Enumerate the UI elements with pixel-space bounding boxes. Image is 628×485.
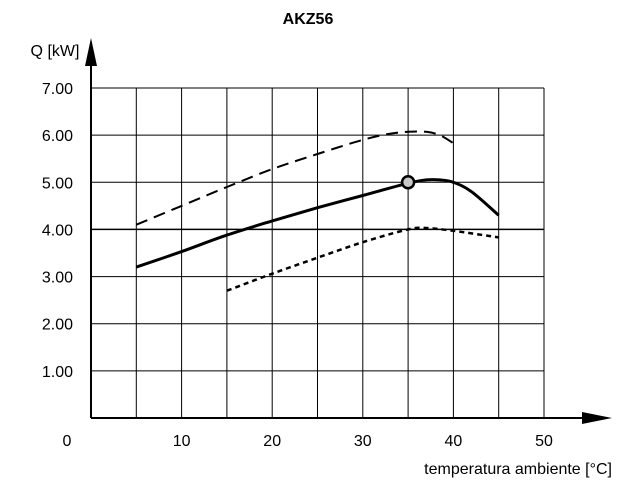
y-tick-label: 4.00 <box>42 222 73 239</box>
x-axis-arrow <box>582 412 612 424</box>
x-tick-label: 20 <box>263 433 281 450</box>
x-tick-label: 0 <box>63 433 72 450</box>
y-tick-label: 6.00 <box>42 128 73 145</box>
y-tick-label: 1.00 <box>42 364 73 381</box>
y-tick-label: 5.00 <box>42 175 73 192</box>
series-line-solid <box>135 178 500 269</box>
axis-layer <box>85 38 612 424</box>
y-axis-arrow <box>85 38 97 66</box>
grid-layer <box>91 87 545 418</box>
y-axis-label: Q [kW] <box>31 43 80 60</box>
y-tick-label: 7.00 <box>42 81 73 98</box>
y-tick-label: 2.00 <box>42 317 73 334</box>
x-tick-label: 30 <box>354 433 372 450</box>
marker-layer <box>400 175 416 190</box>
tick-label-layer: 1.00 2.00 3.00 4.00 5.00 6.00 7.00 0 10 20 30 40 50 <box>42 81 553 450</box>
x-tick-label: 50 <box>535 433 553 450</box>
series-line-dashed <box>135 130 454 226</box>
x-tick-label: 40 <box>445 433 463 450</box>
chart-title: AKZ56 <box>283 11 334 28</box>
y-tick-label: 3.00 <box>42 270 73 287</box>
x-axis-label: temperatura ambiente [°C] <box>424 461 612 478</box>
series-layer <box>135 130 500 292</box>
rated-point-marker <box>400 175 416 190</box>
series-line-dotted <box>226 226 499 292</box>
x-tick-label: 10 <box>173 433 191 450</box>
